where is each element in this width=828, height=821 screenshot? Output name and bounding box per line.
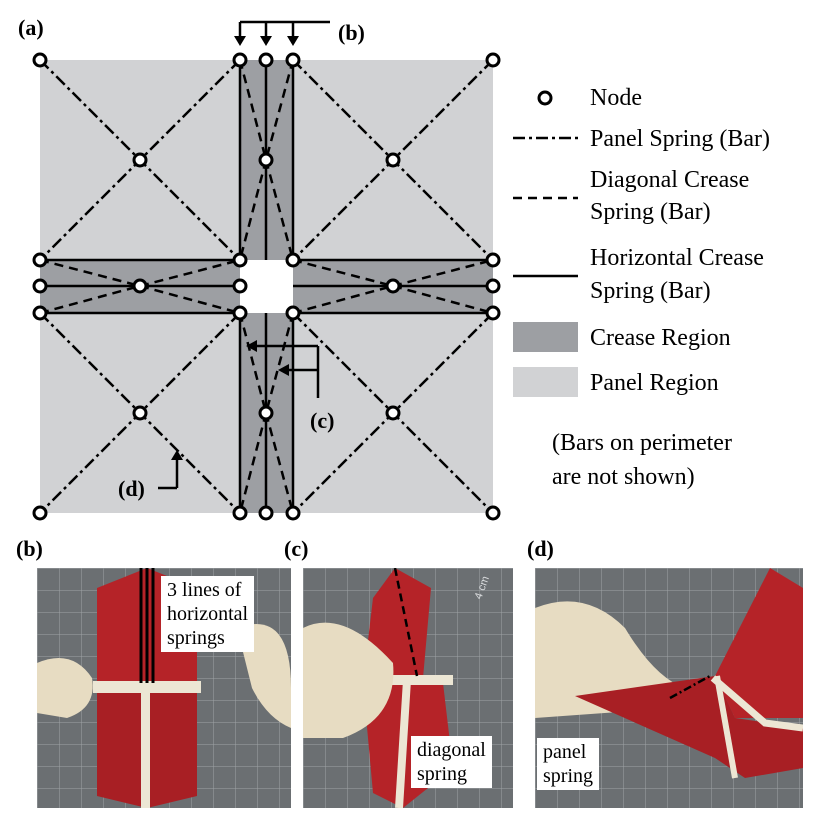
node — [132, 278, 148, 294]
panel-spring-marker — [669, 674, 711, 700]
node — [132, 152, 148, 168]
node — [485, 278, 501, 294]
legend-node-label: Node — [590, 85, 642, 111]
red-paper-d-lower — [575, 676, 803, 778]
white-crease-strip — [93, 681, 201, 693]
photo-b: 3 lines of horizontal springs — [37, 568, 291, 808]
node — [285, 252, 301, 268]
panel-label-b: (b) — [16, 536, 43, 561]
node — [232, 252, 248, 268]
node — [485, 305, 501, 321]
photo-c-caption: diagonal spring — [411, 736, 492, 788]
glove-left — [37, 658, 93, 718]
panel-label-a: (a) — [18, 15, 44, 40]
node — [232, 52, 248, 68]
photo-b-caption-line-3: springs — [167, 627, 225, 649]
legend-crease-region-label: Crease Region — [590, 325, 731, 351]
legend-node-symbol — [537, 90, 553, 106]
white-strip-d-2 — [714, 675, 738, 779]
node — [485, 52, 501, 68]
photo-b-caption-line-2: horizontal — [167, 603, 249, 625]
callout-d-arrow — [158, 450, 183, 490]
photo-d: panel spring — [535, 568, 803, 808]
nodes — [32, 52, 501, 521]
photo-c-caption-line-1: diagonal — [417, 739, 486, 761]
legend-horizontal-crease-label-1: Horizontal Crease — [590, 245, 764, 271]
node — [385, 278, 401, 294]
diagonal-crease-springs — [39, 59, 494, 514]
node — [258, 52, 274, 68]
legend-diagonal-crease-label-1: Diagonal Crease — [590, 167, 749, 193]
node — [285, 305, 301, 321]
perimeter-note-line-1: (Bars on perimeter — [552, 430, 732, 456]
node — [258, 152, 274, 168]
node — [385, 405, 401, 421]
node — [285, 505, 301, 521]
node — [32, 505, 48, 521]
three-spring-lines — [139, 568, 155, 683]
perimeter-note-line-2: are not shown) — [552, 464, 695, 490]
legend-panel-region-label: Panel Region — [590, 370, 719, 396]
photo-c: 4 cm diagonal spring — [303, 568, 513, 808]
node — [32, 52, 48, 68]
legend-crease-region-swatch — [513, 322, 578, 352]
photo-c-illustration: 4 cm — [303, 568, 513, 808]
diagonal-strip-c — [395, 679, 411, 808]
photo-d-caption: panel spring — [537, 738, 599, 790]
node — [232, 278, 248, 294]
node — [485, 252, 501, 268]
photo-d-caption-line-2: spring — [543, 765, 593, 787]
callout-b-arrows — [234, 20, 330, 46]
node — [285, 52, 301, 68]
node — [232, 305, 248, 321]
node — [132, 405, 148, 421]
photo-d-illustration — [535, 568, 803, 808]
white-vertical-strip — [141, 688, 150, 808]
legend: Node Panel Spring (Bar) Diagonal Crease … — [513, 85, 770, 490]
diagonal-spring-marker — [393, 568, 419, 677]
legend-diagonal-crease-label-2: Spring (Bar) — [590, 199, 711, 225]
panel-label-c: (c) — [284, 536, 308, 561]
node — [32, 278, 48, 294]
node — [32, 252, 48, 268]
photo-c-caption-line-2: spring — [417, 763, 467, 785]
white-strip-d-1 — [710, 675, 803, 732]
node — [32, 305, 48, 321]
photo-b-caption-line-1: 3 lines of — [167, 579, 242, 601]
photo-b-caption: 3 lines of horizontal springs — [161, 576, 255, 652]
red-paper-d-upper — [715, 568, 803, 718]
callout-label-c: (c) — [310, 408, 334, 433]
node — [258, 405, 274, 421]
node — [232, 505, 248, 521]
callout-label-b: (b) — [338, 20, 365, 45]
photo-d-caption-line-1: panel — [543, 741, 587, 763]
node — [258, 505, 274, 521]
legend-panel-region-swatch — [513, 367, 578, 397]
legend-horizontal-crease-label-2: Spring (Bar) — [590, 278, 711, 304]
callout-c-arrows — [246, 340, 320, 398]
node — [385, 152, 401, 168]
callout-label-d: (d) — [118, 476, 145, 501]
glove-c — [303, 622, 394, 738]
panel-label-d: (d) — [527, 536, 554, 561]
node — [485, 505, 501, 521]
center-hole — [240, 260, 293, 313]
legend-panel-spring-label: Panel Spring (Bar) — [590, 126, 770, 152]
